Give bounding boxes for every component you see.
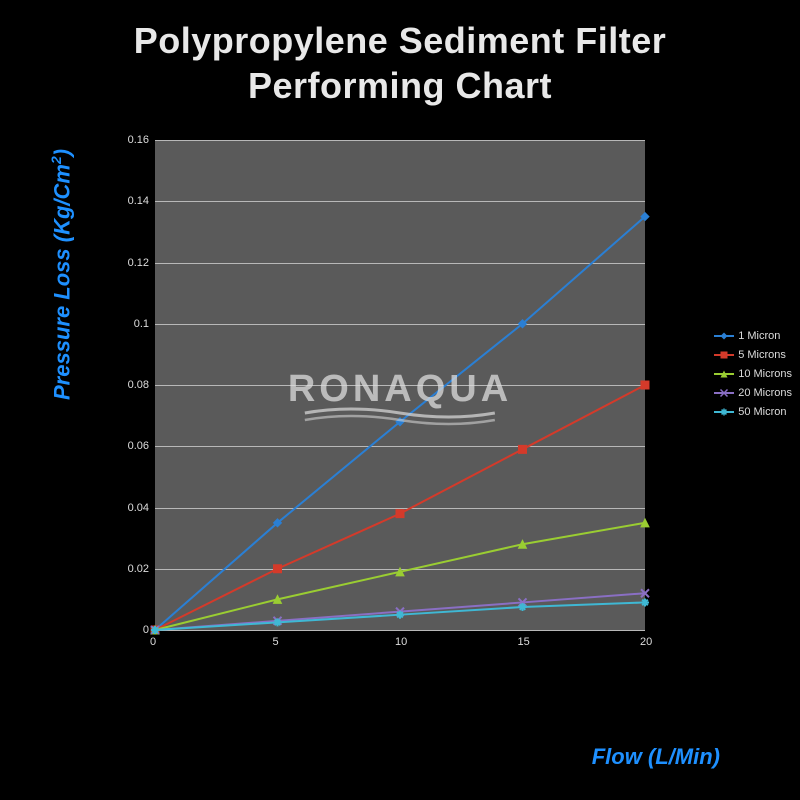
x-tick-label: 5 (273, 636, 279, 648)
x-tick-label: 20 (640, 636, 652, 648)
chart-legend: 1 Micron 5 Microns 10 Microns 20 Microns 50 … (714, 330, 792, 425)
x-tick-label: 0 (150, 636, 156, 648)
legend-item: 50 Micron (714, 406, 792, 418)
chart-title: Polypropylene Sediment Filter Performing… (0, 0, 800, 108)
data-marker (396, 611, 404, 619)
legend-swatch (714, 335, 734, 337)
legend-swatch (714, 354, 734, 356)
y-tick-label: 0 (143, 624, 149, 636)
y-tick-label: 0.14 (128, 195, 149, 207)
data-marker (396, 510, 404, 518)
legend-label: 1 Micron (738, 330, 780, 342)
legend-item: 20 Microns (714, 387, 792, 399)
chart-area: 0 0.02 0.04 0.06 0.08 0.1 0.12 0.14 0.16 0 5 10 15 20 (110, 130, 670, 670)
data-marker (641, 598, 649, 606)
legend-label: 20 Microns (738, 387, 792, 399)
legend-item: 1 Micron (714, 330, 792, 342)
legend-swatch (714, 392, 734, 394)
y-tick-label: 0.16 (128, 134, 149, 146)
data-marker (519, 603, 527, 611)
data-marker (274, 565, 282, 573)
data-marker (519, 445, 527, 453)
y-tick-label: 0.02 (128, 563, 149, 575)
y-tick-label: 0.1 (134, 318, 149, 330)
legend-label: 5 Microns (738, 349, 786, 361)
x-tick-label: 15 (518, 636, 530, 648)
data-marker (641, 381, 649, 389)
y-tick-label: 0.06 (128, 440, 149, 452)
legend-swatch (714, 373, 734, 375)
x-tick-label: 10 (395, 636, 407, 648)
legend-item: 10 Microns (714, 368, 792, 380)
legend-label: 50 Micron (738, 406, 786, 418)
y-tick-label: 0.12 (128, 257, 149, 269)
line-chart (110, 130, 670, 670)
title-line-1: Polypropylene Sediment Filter (0, 18, 800, 63)
legend-swatch (714, 411, 734, 413)
legend-label: 10 Microns (738, 368, 792, 380)
y-axis-label: Pressure Loss (Kg/Cm2) (48, 149, 75, 400)
legend-item: 5 Microns (714, 349, 792, 361)
y-tick-label: 0.04 (128, 502, 149, 514)
x-axis-label: Flow (L/Min) (592, 744, 720, 770)
data-marker (274, 618, 282, 626)
title-line-2: Performing Chart (0, 63, 800, 108)
y-tick-label: 0.08 (128, 379, 149, 391)
